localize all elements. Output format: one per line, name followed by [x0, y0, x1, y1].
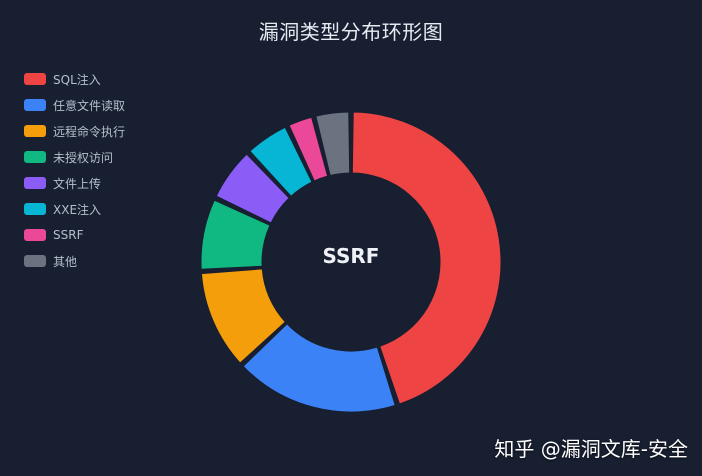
- legend-label: 其他: [53, 254, 78, 269]
- legend-swatch: [24, 73, 46, 85]
- legend-item[interactable]: 文件上传: [24, 170, 194, 196]
- donut-slice[interactable]: [249, 126, 313, 197]
- legend-label: 远程命令执行: [53, 124, 126, 139]
- donut-slice[interactable]: [288, 116, 329, 182]
- donut-slice[interactable]: [315, 111, 351, 176]
- legend-swatch: [24, 99, 46, 111]
- legend-item[interactable]: 未授权访问: [24, 144, 194, 170]
- donut-slice[interactable]: [200, 268, 286, 364]
- legend: SQL注入任意文件读取 远程命令执行 未授权访问文件上传 XXE注入 SSRF 其他: [24, 66, 194, 274]
- legend-item[interactable]: 任意文件读取: [24, 92, 194, 118]
- legend-swatch: [24, 125, 46, 137]
- chart-title: 漏洞类型分布环形图: [258, 20, 444, 44]
- legend-swatch: [24, 255, 46, 267]
- legend-label: 文件上传: [53, 176, 102, 191]
- legend-item[interactable]: 远程命令执行: [24, 118, 194, 144]
- legend-item[interactable]: SSRF: [24, 222, 194, 248]
- watermark: 知乎 @漏洞文库-安全: [494, 437, 688, 461]
- legend-label: SQL注入: [53, 72, 101, 87]
- legend-label: 未授权访问: [53, 150, 114, 165]
- legend-label: XXE注入: [53, 202, 102, 217]
- legend-label: SSRF: [53, 228, 84, 242]
- legend-item[interactable]: SQL注入: [24, 66, 194, 92]
- legend-swatch: [24, 151, 46, 163]
- center-label: SSRF: [322, 244, 380, 268]
- donut-slice[interactable]: [242, 323, 396, 413]
- legend-swatch: [24, 177, 46, 189]
- legend-item[interactable]: XXE注入: [24, 196, 194, 222]
- donut-slice[interactable]: [200, 199, 271, 270]
- legend-swatch: [24, 229, 46, 241]
- donut-slice[interactable]: [215, 153, 290, 224]
- legend-item[interactable]: 其他: [24, 248, 194, 274]
- legend-swatch: [24, 203, 46, 215]
- donut-slice[interactable]: [351, 111, 502, 405]
- legend-label: 任意文件读取: [53, 98, 126, 113]
